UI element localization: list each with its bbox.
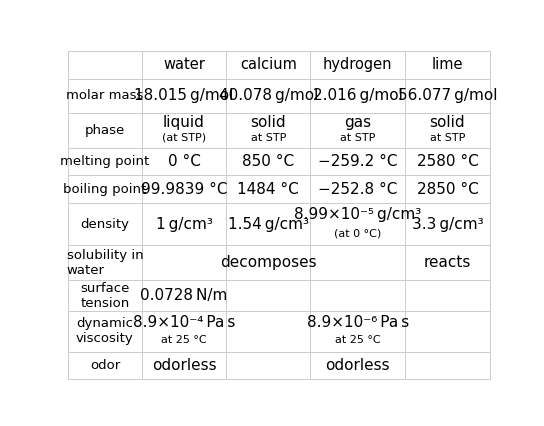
Text: 2850 °C: 2850 °C xyxy=(417,182,478,197)
Text: solid: solid xyxy=(430,115,465,130)
Text: 40.078 g/mol: 40.078 g/mol xyxy=(219,88,318,103)
Text: water: water xyxy=(163,58,205,72)
Text: dynamic
viscosity: dynamic viscosity xyxy=(76,317,134,345)
Text: 56.077 g/mol: 56.077 g/mol xyxy=(398,88,497,103)
Text: 2.016 g/mol: 2.016 g/mol xyxy=(313,88,403,103)
Text: odorless: odorless xyxy=(152,358,217,373)
Text: solid: solid xyxy=(250,115,286,130)
Text: at STP: at STP xyxy=(340,133,375,143)
Text: 8.9×10⁻⁶ Pa s: 8.9×10⁻⁶ Pa s xyxy=(307,315,409,330)
Text: 2580 °C: 2580 °C xyxy=(417,154,478,169)
Text: 0.0728 N/m: 0.0728 N/m xyxy=(140,288,227,303)
Text: at 25 °C: at 25 °C xyxy=(335,335,381,345)
Text: 0 °C: 0 °C xyxy=(168,154,200,169)
Text: melting point: melting point xyxy=(60,155,150,168)
Text: reacts: reacts xyxy=(424,255,471,270)
Text: density: density xyxy=(81,218,129,230)
Text: at 25 °C: at 25 °C xyxy=(161,335,207,345)
Text: 99.9839 °C: 99.9839 °C xyxy=(141,182,227,197)
Text: liquid: liquid xyxy=(163,115,205,130)
Text: hydrogen: hydrogen xyxy=(323,58,393,72)
Text: at STP: at STP xyxy=(251,133,286,143)
Text: solubility in
water: solubility in water xyxy=(66,248,143,276)
Text: molar mass: molar mass xyxy=(66,89,144,102)
Text: −252.8 °C: −252.8 °C xyxy=(318,182,398,197)
Text: at STP: at STP xyxy=(430,133,465,143)
Text: 850 °C: 850 °C xyxy=(242,154,294,169)
Text: 1484 °C: 1484 °C xyxy=(237,182,299,197)
Text: 8.9×10⁻⁴ Pa s: 8.9×10⁻⁴ Pa s xyxy=(133,315,235,330)
Text: 18.015 g/mol: 18.015 g/mol xyxy=(134,88,233,103)
Text: decomposes: decomposes xyxy=(220,255,317,270)
Text: phase: phase xyxy=(85,124,125,137)
Text: 1.54 g/cm³: 1.54 g/cm³ xyxy=(228,217,309,232)
Text: boiling point: boiling point xyxy=(63,183,146,196)
Text: lime: lime xyxy=(432,58,463,72)
Text: surface
tension: surface tension xyxy=(80,282,129,310)
Text: (at STP): (at STP) xyxy=(162,133,206,143)
Text: 8.99×10⁻⁵ g/cm³: 8.99×10⁻⁵ g/cm³ xyxy=(294,207,422,222)
Text: (at 0 °C): (at 0 °C) xyxy=(334,228,381,239)
Text: odorless: odorless xyxy=(325,358,390,373)
Text: odor: odor xyxy=(90,359,120,372)
Text: −259.2 °C: −259.2 °C xyxy=(318,154,398,169)
Text: gas: gas xyxy=(344,115,372,130)
Text: calcium: calcium xyxy=(240,58,296,72)
Text: 3.3 g/cm³: 3.3 g/cm³ xyxy=(412,217,483,232)
Text: 1 g/cm³: 1 g/cm³ xyxy=(156,217,212,232)
